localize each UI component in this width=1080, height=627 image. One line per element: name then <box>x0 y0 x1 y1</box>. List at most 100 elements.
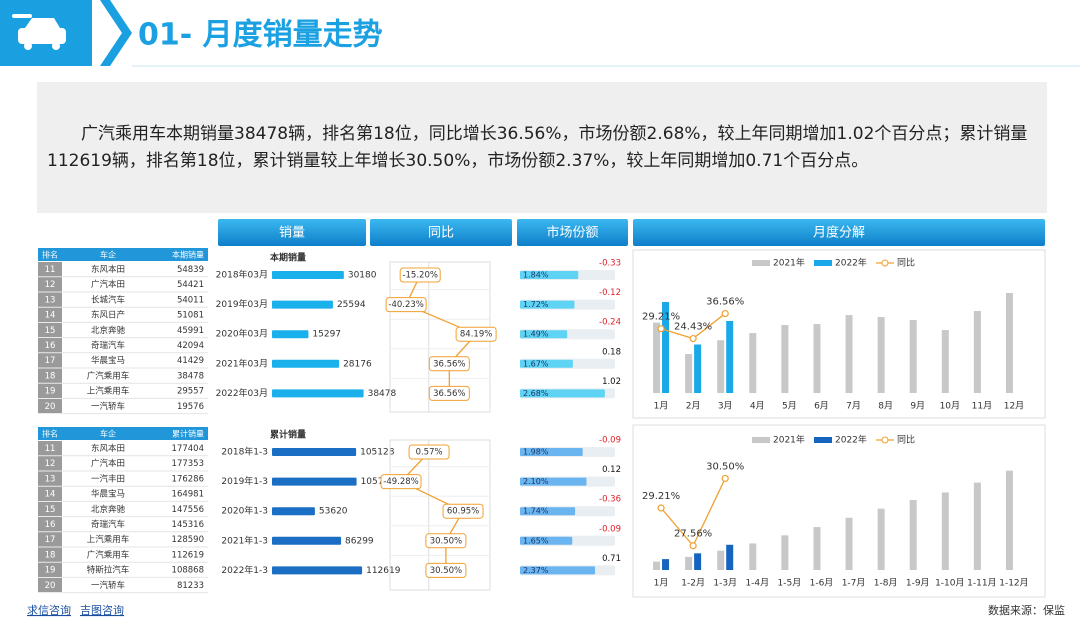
value-label: 30.50% <box>706 461 744 472</box>
label-box <box>408 444 450 460</box>
table-cell: 45991 <box>177 326 204 336</box>
bar <box>520 389 605 398</box>
table-cell: 41429 <box>177 356 204 366</box>
value-label: 86299 <box>345 536 374 546</box>
page-title: 01- 月度销量走势 <box>138 18 383 53</box>
legend-swatch <box>814 260 832 266</box>
value-label: 24.43% <box>674 322 712 333</box>
bar <box>909 499 917 570</box>
bar <box>717 550 725 570</box>
x-tick-label: 6月 <box>814 401 829 412</box>
value-label: 105128 <box>360 448 395 458</box>
section-header <box>633 219 1045 246</box>
bar <box>520 566 596 575</box>
rank-cell <box>38 456 62 471</box>
section-title: 市场份额 <box>546 225 598 241</box>
bar <box>781 325 789 393</box>
value-label: 29.21% <box>642 312 680 323</box>
category-label: 2020年1-3 <box>221 505 268 517</box>
section-title: 同比 <box>428 226 454 241</box>
bar <box>694 553 702 570</box>
table-cell: 18 <box>45 550 56 560</box>
legend-label: 同比 <box>897 257 915 269</box>
table-header <box>38 427 208 440</box>
bar <box>694 344 702 393</box>
legend-label: 同比 <box>897 434 915 446</box>
table-cell: 19 <box>45 387 56 397</box>
rank-cell <box>38 292 62 307</box>
footer-link[interactable]: 求信咨询 <box>27 603 71 617</box>
table-cell: 177404 <box>172 444 204 454</box>
chevron <box>100 0 132 66</box>
bar <box>941 330 949 393</box>
summary: 广汽乘用车本期销量38478辆，排名第18位，同比增长36.56%，市场份额2.… <box>37 82 1047 213</box>
value-label: 1.74% <box>523 507 549 516</box>
x-tick-label: 9月 <box>910 401 925 412</box>
value-label: 105727 <box>361 477 395 487</box>
rank-cell <box>38 471 62 486</box>
bar <box>685 556 693 570</box>
bar <box>520 477 587 486</box>
table-cell: 38478 <box>177 371 204 381</box>
category-label: 2019年03月 <box>216 298 268 310</box>
table-header-cell: 本期销量 <box>172 250 204 260</box>
bar <box>272 359 340 368</box>
value-label: 53620 <box>319 507 348 517</box>
section-header <box>370 219 512 246</box>
table-cell: 广汽本田 <box>91 279 125 290</box>
rank-cell <box>38 501 62 517</box>
change-label: -0.24 <box>599 318 621 328</box>
x-tick-label: 8月 <box>878 401 893 412</box>
category-label: 2018年1-3 <box>221 446 268 458</box>
table-cell: 一汽轿车 <box>91 580 125 591</box>
value-label: 1.98% <box>523 448 549 457</box>
rank-cell <box>38 486 62 501</box>
table-cell: 奇瑞汽车 <box>91 340 125 351</box>
x-tick-label: 7月 <box>846 401 861 412</box>
table-header-cell: 排名 <box>42 250 58 260</box>
change-label: -0.12 <box>599 288 621 298</box>
legend-marker <box>881 259 889 267</box>
rank-cell <box>38 532 62 547</box>
value-label: 28176 <box>343 359 372 369</box>
x-tick-label: 1-6月 <box>810 578 834 589</box>
value-label: 84.19% <box>460 330 492 340</box>
line-marker <box>721 474 729 483</box>
value-label: 36.56% <box>433 359 465 369</box>
footer-link[interactable]: 吉图咨询 <box>80 603 124 617</box>
table-cell: 29557 <box>177 387 204 397</box>
table-cell: 54839 <box>177 265 204 275</box>
legend-label: 2021年 <box>773 434 805 446</box>
legend-marker <box>881 436 889 444</box>
value-label: -15.20% <box>402 271 437 281</box>
x-tick-label: 12月 <box>1004 401 1024 412</box>
chart-title: 累计销量 <box>270 429 306 441</box>
value-label: 1.84% <box>523 271 549 280</box>
bar <box>272 300 333 309</box>
table-cell: 上汽乘用车 <box>87 386 130 397</box>
legend-swatch <box>752 437 770 443</box>
bar <box>813 324 821 393</box>
table-header-cell: 车企 <box>100 250 116 260</box>
bar <box>272 389 364 398</box>
table-cell: 奇瑞汽车 <box>91 519 125 530</box>
change-label: 0.18 <box>602 347 621 357</box>
bar <box>520 507 576 516</box>
section-title: 销量 <box>279 226 305 241</box>
bar <box>520 330 568 339</box>
change-label: -0.33 <box>599 259 621 269</box>
table-cell: 176286 <box>172 474 204 484</box>
table-cell: 13 <box>45 474 56 484</box>
table-cell: 东风本田 <box>91 443 125 454</box>
legend-label: 2021年 <box>773 257 805 269</box>
table-cell: 42094 <box>177 341 204 351</box>
section-header <box>517 219 628 246</box>
table-cell: 华晨宝马 <box>91 489 125 500</box>
table-cell: 12 <box>45 280 56 290</box>
bar <box>941 492 949 570</box>
value-label: 112619 <box>366 566 401 576</box>
table-cell: 北京奔驰 <box>91 504 126 515</box>
legend-swatch <box>814 437 832 443</box>
value-label: 38478 <box>368 389 397 399</box>
legend-swatch <box>752 260 770 266</box>
